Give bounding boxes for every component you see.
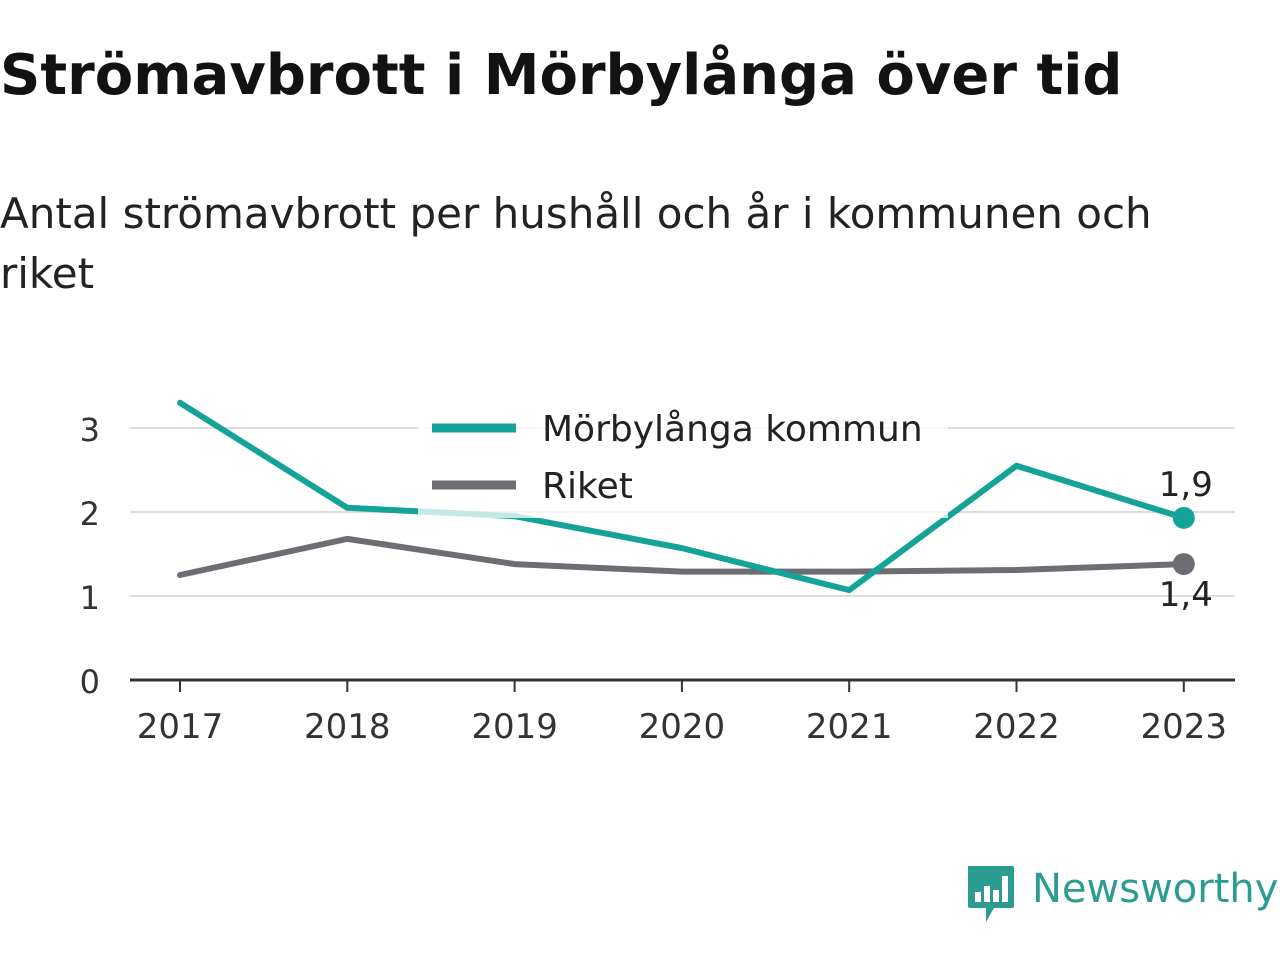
newsworthy-bar-chart-icon — [968, 866, 1014, 922]
y-tick-label: 3 — [80, 411, 100, 449]
legend-background — [418, 400, 948, 518]
legend-label: Mörbylånga kommun — [542, 409, 923, 450]
x-tick-label: 2021 — [806, 707, 893, 747]
series-line-riket — [177, 535, 1187, 578]
series-end-point — [1172, 506, 1195, 529]
end-label-morbylanga: 1,9 — [1159, 465, 1213, 505]
end-labels: 1,9 1,4 — [1159, 465, 1213, 615]
series-end-point — [1172, 553, 1195, 576]
brand-name: Newsworthy — [1032, 866, 1279, 912]
series-lines — [177, 399, 1195, 594]
y-tick-label: 2 — [80, 495, 100, 533]
y-axis: 0 1 2 3 — [80, 411, 100, 701]
x-tick-label: 2022 — [973, 707, 1060, 747]
legend: Mörbylånga kommun Riket — [418, 400, 948, 518]
legend-label: Riket — [542, 466, 633, 507]
newsworthy-brand: Newsworthy — [964, 862, 1278, 926]
chart-title: Strömavbrott i Mörbylånga över tid — [0, 43, 1123, 108]
chart-subtitle: Antal strömavbrott per hushåll och år i … — [0, 189, 1152, 298]
end-label-riket: 1,4 — [1159, 575, 1213, 615]
y-tick-label: 1 — [80, 579, 100, 617]
x-tick-label: 2020 — [639, 707, 726, 747]
x-tick-label: 2017 — [137, 707, 224, 747]
y-tick-label: 0 — [80, 663, 100, 701]
x-axis: 2017 2018 2019 2020 2021 2022 2023 — [130, 678, 1235, 747]
x-tick-label: 2019 — [471, 707, 558, 747]
x-tick-label: 2023 — [1141, 707, 1228, 747]
x-tick-label: 2018 — [304, 707, 391, 747]
series-line-morbylanga — [177, 399, 1187, 594]
